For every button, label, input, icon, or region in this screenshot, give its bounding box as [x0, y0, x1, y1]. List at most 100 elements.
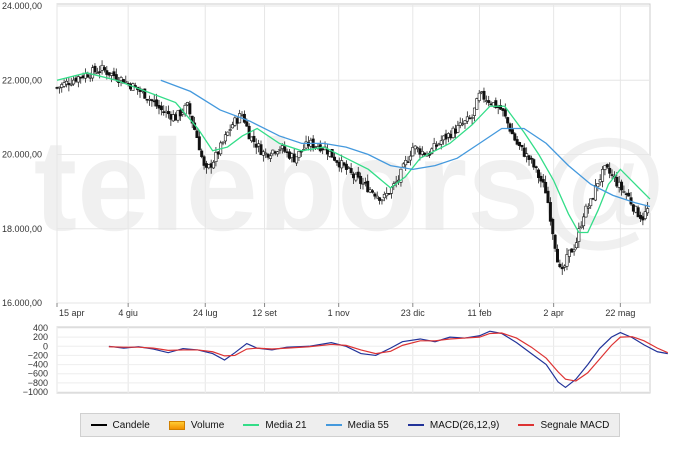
legend-swatch — [518, 424, 535, 426]
series-line-media-21 — [56, 72, 651, 234]
candle-body — [100, 64, 104, 71]
candle-body — [601, 169, 605, 182]
candle-body — [209, 163, 213, 168]
candle-body — [406, 161, 410, 163]
candle-body — [62, 82, 66, 87]
candle-body — [624, 193, 628, 195]
candle-body — [79, 76, 83, 79]
candle-body — [620, 181, 624, 191]
candle-body — [216, 151, 220, 155]
price-x-tick-label: 2 apr — [543, 308, 564, 318]
candle-body — [577, 228, 581, 242]
candle-body — [399, 168, 403, 183]
legend-item[interactable]: Media 55 — [325, 420, 389, 431]
candle-body — [420, 151, 424, 155]
candle-body — [501, 108, 505, 111]
candle-body — [145, 98, 149, 101]
candle-body — [439, 140, 443, 145]
candle-body — [171, 114, 175, 122]
candle-body — [228, 129, 232, 131]
candle-body — [610, 174, 614, 176]
candle-body — [617, 181, 621, 188]
candle-body — [347, 167, 351, 169]
candle-body — [57, 86, 61, 89]
candle-body — [477, 92, 481, 101]
candle-body — [321, 148, 325, 151]
price-x-tick-label: 23 dic — [401, 308, 426, 318]
candle-body — [169, 114, 173, 120]
candle-body — [292, 153, 296, 163]
candle-body — [185, 102, 189, 106]
candle-body — [622, 191, 626, 193]
candle-body — [518, 142, 522, 146]
candle-body — [456, 125, 460, 133]
price-x-tick-label: 12 set — [252, 308, 277, 318]
macd-panel-frame — [56, 326, 651, 394]
candle-body — [280, 145, 284, 149]
legend-item[interactable]: Media 21 — [243, 420, 307, 431]
candle-body — [240, 114, 244, 116]
price-y-axis: 16.000,00 18.000,00 20.000,00 22.000,00 24.0… — [2, 1, 42, 308]
candle-body — [444, 133, 448, 140]
candle-body — [69, 83, 73, 86]
legend-swatch — [325, 424, 342, 426]
candle-body — [67, 82, 71, 86]
candle-body — [641, 216, 645, 221]
candle-body — [437, 143, 441, 146]
candle-body — [539, 175, 543, 182]
candlestick-series — [55, 60, 650, 275]
candle-body — [335, 160, 339, 163]
legend-item[interactable]: Candele — [90, 419, 150, 431]
candle-body — [361, 183, 365, 185]
candle-body — [88, 76, 92, 79]
candle-body — [643, 211, 647, 219]
candle-body — [608, 167, 612, 174]
legend-label: Candele — [112, 419, 150, 431]
candle-body — [560, 267, 564, 270]
price-y-tick-label: 24.000,00 — [2, 1, 42, 11]
candle-body — [596, 183, 600, 188]
candle-body — [197, 136, 201, 151]
candle-body — [112, 71, 116, 77]
candle-body — [541, 179, 545, 183]
candle-body — [178, 109, 182, 117]
macd-y-tick-label: −200 — [28, 350, 48, 360]
legend-swatch — [407, 424, 424, 426]
candle-body — [174, 114, 178, 121]
legend-item[interactable]: Volume — [168, 419, 225, 431]
candle-body — [565, 254, 569, 267]
legend-label: Volume — [190, 419, 225, 431]
candle-body — [235, 118, 239, 124]
candle-body — [162, 111, 166, 114]
candle-body — [351, 173, 355, 179]
candle-body — [503, 109, 507, 117]
moving-average-lines — [56, 72, 651, 234]
candle-body — [525, 153, 529, 157]
candle-body — [226, 131, 230, 136]
macd-y-tick-label: 400 — [33, 323, 48, 333]
candle-body — [81, 75, 85, 79]
price-x-tick-label: 22 mag — [605, 308, 635, 318]
legend-swatch — [90, 424, 107, 426]
candle-body — [544, 181, 548, 194]
candle-body — [555, 248, 559, 263]
candle-body — [105, 70, 109, 75]
candle-body — [266, 153, 270, 158]
candle-body — [202, 156, 206, 166]
chart-legend: Candele Volume Media 21 Media 55 MACD(26,12,… — [80, 413, 620, 437]
candle-body — [494, 100, 498, 108]
candle-body — [579, 225, 583, 228]
candle-body — [631, 204, 635, 212]
candle-body — [74, 77, 78, 82]
candle-body — [55, 87, 59, 89]
legend-item[interactable]: MACD(26,12,9) — [407, 420, 499, 431]
candle-body — [200, 150, 204, 157]
candle-body — [114, 74, 118, 81]
legend-item[interactable]: Segnale MACD — [518, 420, 609, 431]
candle-body — [297, 150, 301, 158]
candle-body — [646, 208, 650, 214]
candle-body — [150, 99, 154, 102]
candle-body — [159, 105, 163, 111]
candle-body — [330, 149, 334, 158]
candle-body — [340, 160, 344, 169]
